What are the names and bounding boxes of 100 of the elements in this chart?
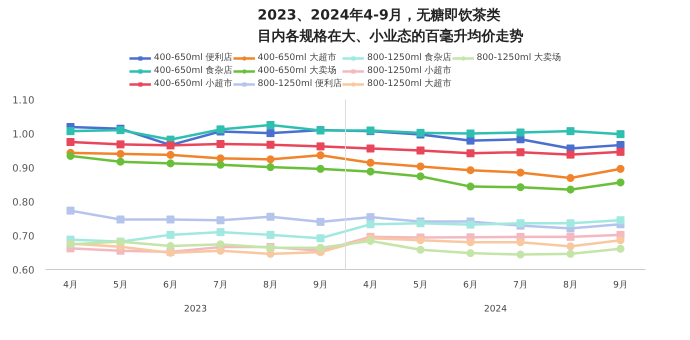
point [166, 230, 174, 239]
x-tick-label: 5月 [413, 280, 428, 290]
point [216, 228, 224, 236]
point [216, 154, 224, 162]
legend-label: 800-1250ml 小超市 [367, 64, 452, 77]
point [316, 142, 324, 150]
y-tick-label: 1.00 [12, 130, 34, 140]
y-tick-label: 0.60 [12, 266, 34, 276]
point [66, 152, 74, 160]
legend-label: 800-1250ml 食杂店 [367, 52, 452, 64]
point [116, 150, 124, 158]
point [366, 220, 374, 228]
point [266, 163, 274, 172]
legend-label: 400-650ml 食杂店 [154, 64, 233, 77]
point [216, 246, 224, 255]
x-tick-label: 5月 [113, 280, 128, 290]
point [316, 151, 324, 160]
x-tick-label: 9月 [313, 280, 328, 290]
x-tick-label: 4月 [363, 280, 378, 290]
point [416, 162, 424, 170]
point [516, 250, 524, 259]
point [316, 164, 324, 173]
text: 2024 [484, 304, 508, 314]
y-tick-label: 0.80 [12, 198, 34, 208]
point [466, 220, 474, 229]
point [566, 150, 574, 159]
x-tick-label: 8月 [263, 280, 278, 290]
legend-label: 400-650ml 便利店 [154, 52, 233, 64]
point [516, 183, 524, 192]
point [516, 219, 524, 228]
point [166, 242, 174, 250]
point [216, 240, 224, 248]
point [516, 168, 524, 177]
point [316, 244, 324, 252]
x-tick-label: 6月 [463, 280, 478, 290]
x-tick-label: 6月 [163, 280, 178, 290]
point [566, 174, 574, 182]
point [516, 238, 524, 246]
point [466, 130, 474, 138]
point [116, 158, 124, 166]
point [466, 249, 474, 258]
point [266, 230, 274, 239]
point [416, 236, 424, 244]
point [366, 213, 374, 222]
y-tick-label: 0.70 [12, 232, 34, 242]
point [416, 146, 424, 154]
point [216, 140, 224, 148]
legend-label: 800-1250ml 大卖场 [476, 52, 562, 64]
point [116, 140, 124, 148]
legend-label: 400-650ml 大卖场 [258, 64, 336, 77]
point [316, 234, 324, 242]
point [266, 140, 274, 149]
legend-label: 800-1250ml 便利店 [258, 78, 342, 90]
legend-label: 800-1250ml 大超市 [367, 78, 452, 90]
point [466, 149, 474, 158]
point [416, 246, 424, 254]
point [566, 250, 574, 258]
point [466, 182, 474, 191]
point [566, 186, 574, 194]
point [366, 158, 374, 167]
point [416, 172, 424, 180]
point [466, 238, 474, 246]
point [616, 236, 624, 244]
point [366, 144, 374, 152]
x-tick-label: 7月 [213, 280, 228, 290]
point [216, 160, 224, 169]
point [166, 159, 174, 168]
point [616, 164, 624, 173]
point [616, 148, 624, 156]
text: 2023 [184, 304, 207, 314]
point [466, 166, 474, 174]
point [66, 127, 74, 136]
legend-label: 400-650ml 小超市 [154, 78, 233, 90]
point [616, 130, 624, 138]
point [366, 236, 374, 245]
point [66, 138, 74, 146]
point [616, 178, 624, 186]
point [166, 150, 174, 159]
point [116, 216, 124, 224]
x-tick-label: 8月 [563, 280, 578, 290]
point [566, 127, 574, 136]
point [266, 155, 274, 164]
y-tick-label: 1.10 [12, 96, 34, 106]
point [316, 218, 324, 226]
point [266, 212, 274, 221]
point [266, 121, 274, 129]
point [66, 206, 74, 215]
point [216, 216, 224, 224]
point [266, 129, 274, 138]
y-tick-label: 0.90 [12, 164, 34, 174]
x-tick-label: 4月 [63, 280, 78, 290]
point [366, 168, 374, 176]
point [616, 244, 624, 253]
point [566, 219, 574, 228]
point [566, 242, 574, 250]
point [516, 128, 524, 136]
point [166, 216, 174, 224]
chart-title: 2023、2024年4-9月，无糖即饮茶类目内各规格在大、小业态的百毫升均价走势 [258, 6, 524, 44]
point [566, 232, 574, 241]
point [516, 148, 524, 156]
